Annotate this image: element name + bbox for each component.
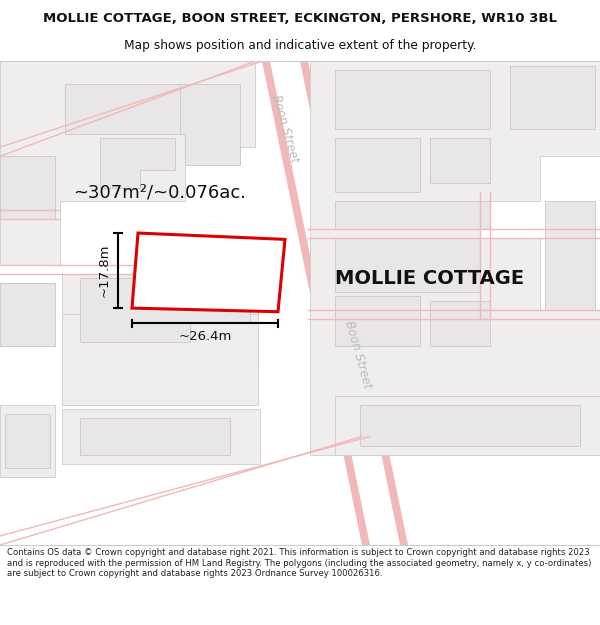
Polygon shape xyxy=(0,405,55,477)
Text: ~17.8m: ~17.8m xyxy=(97,244,110,298)
Polygon shape xyxy=(335,201,490,229)
Polygon shape xyxy=(430,138,490,183)
Polygon shape xyxy=(132,233,285,312)
Text: ~26.4m: ~26.4m xyxy=(178,329,232,342)
Text: Contains OS data © Crown copyright and database right 2021. This information is : Contains OS data © Crown copyright and d… xyxy=(7,548,592,578)
Polygon shape xyxy=(335,238,480,292)
Polygon shape xyxy=(430,301,490,346)
Polygon shape xyxy=(360,405,580,446)
Polygon shape xyxy=(545,201,595,310)
Polygon shape xyxy=(270,61,400,545)
Polygon shape xyxy=(100,138,175,188)
Polygon shape xyxy=(510,66,595,129)
Polygon shape xyxy=(65,84,180,134)
Polygon shape xyxy=(65,84,240,165)
Polygon shape xyxy=(62,274,258,405)
Polygon shape xyxy=(0,282,55,346)
Polygon shape xyxy=(335,296,420,346)
Text: Map shows position and indicative extent of the property.: Map shows position and indicative extent… xyxy=(124,39,476,52)
Text: ~307m²/~0.076ac.: ~307m²/~0.076ac. xyxy=(74,183,247,201)
Text: Boon Street: Boon Street xyxy=(342,320,374,391)
Polygon shape xyxy=(62,409,260,464)
Polygon shape xyxy=(0,61,255,265)
Polygon shape xyxy=(80,278,250,341)
Polygon shape xyxy=(262,61,408,545)
Text: Boon Street: Boon Street xyxy=(269,94,301,164)
Text: MOLLIE COTTAGE: MOLLIE COTTAGE xyxy=(335,269,524,288)
Polygon shape xyxy=(335,396,600,454)
Text: MOLLIE COTTAGE, BOON STREET, ECKINGTON, PERSHORE, WR10 3BL: MOLLIE COTTAGE, BOON STREET, ECKINGTON, … xyxy=(43,12,557,25)
Polygon shape xyxy=(335,70,490,129)
Polygon shape xyxy=(335,138,420,192)
Polygon shape xyxy=(310,61,600,454)
Polygon shape xyxy=(62,314,258,405)
Polygon shape xyxy=(0,156,55,219)
Polygon shape xyxy=(80,418,230,454)
Polygon shape xyxy=(5,414,50,468)
